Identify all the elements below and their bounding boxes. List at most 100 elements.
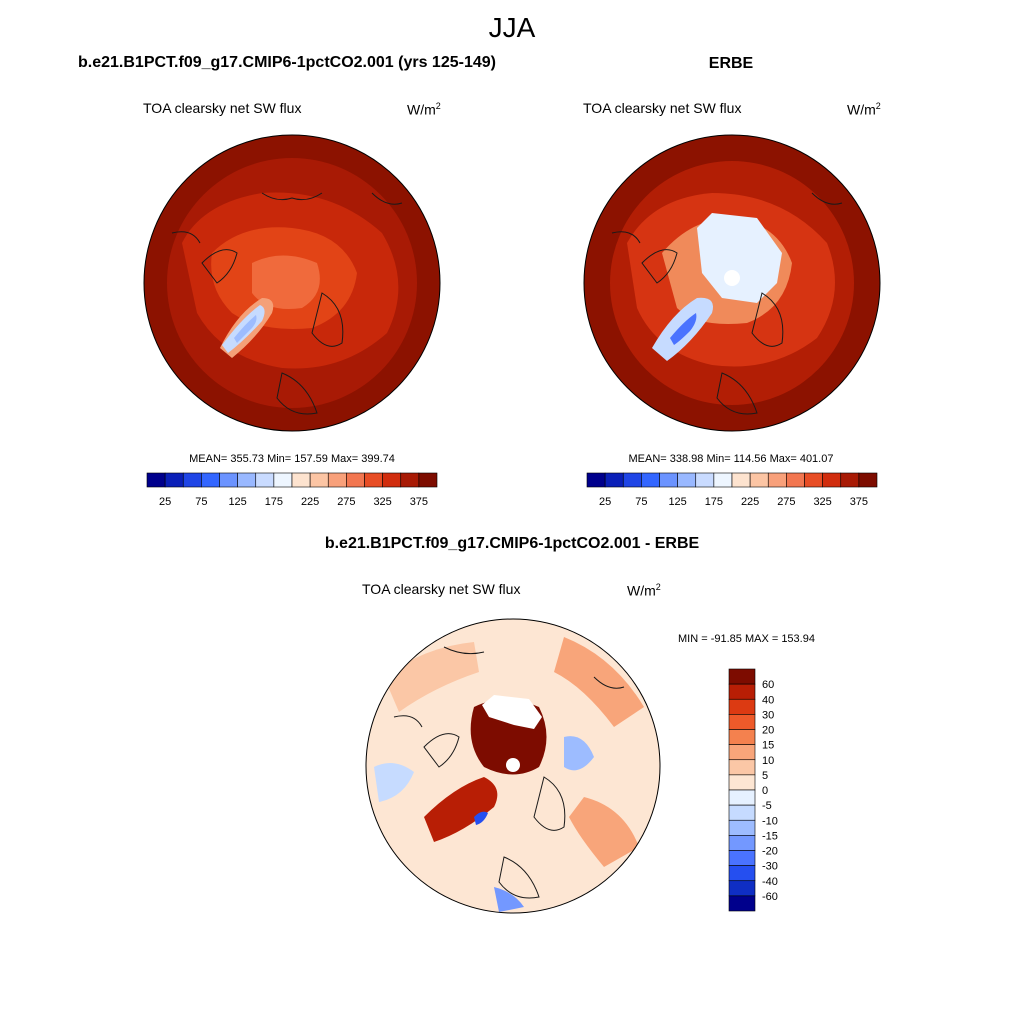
colorbar-box — [346, 472, 365, 488]
colorbar-box — [677, 472, 697, 488]
colorbar-box — [382, 472, 402, 488]
colorbar-tick-label: 10 — [762, 755, 774, 767]
colorbar-box — [749, 472, 769, 488]
colorbar-box — [728, 835, 756, 851]
colorbar-box — [364, 472, 383, 488]
colorbar-box — [728, 880, 756, 897]
obs-stats: MEAN= 338.98 Min= 114.56 Max= 401.07 — [628, 453, 834, 465]
colorbar-box — [400, 472, 420, 488]
colorbar-box — [659, 472, 678, 488]
colorbar-box — [713, 472, 733, 488]
colorbar-box — [255, 472, 275, 488]
colorbar-tick-label: 225 — [301, 496, 319, 508]
obs-colorbar-labels: 25 75 125 175 225 275 325 375 — [599, 496, 868, 508]
model-colorbar-boxes — [146, 472, 438, 488]
colorbar-box — [728, 683, 756, 700]
colorbar-tick-label: 275 — [777, 496, 795, 508]
colorbar-tick-label: 75 — [635, 496, 647, 508]
colorbar-tick-label: 20 — [762, 725, 774, 737]
colorbar-tick-label: -5 — [762, 800, 772, 812]
colorbar-tick-label: 75 — [195, 496, 207, 508]
colorbar-box — [728, 698, 756, 715]
colorbar-box — [182, 472, 202, 488]
colorbar-box — [728, 744, 756, 761]
colorbar-tick-label: 60 — [762, 679, 774, 691]
colorbar-tick-label: -30 — [762, 861, 778, 873]
colorbar-box — [418, 472, 438, 488]
obs-colorbar: 25 75 125 175 225 275 325 375 — [586, 472, 878, 508]
diff-units: W/m2 — [627, 582, 661, 599]
colorbar-box — [327, 472, 347, 488]
colorbar-tick-label: 325 — [373, 496, 391, 508]
colorbar-box — [219, 472, 238, 488]
colorbar-tick-label: -40 — [762, 876, 778, 888]
colorbar-box — [309, 472, 329, 488]
colorbar-box — [728, 714, 756, 730]
colorbar-tick-label: 15 — [762, 740, 774, 752]
colorbar-box — [695, 472, 715, 488]
colorbar-box — [786, 472, 805, 488]
model-stats: MEAN= 355.73 Min= 157.59 Max= 399.74 — [189, 453, 395, 465]
colorbar-tick-label: -60 — [762, 891, 778, 903]
colorbar-tick-label: 40 — [762, 694, 774, 706]
colorbar-tick-label: 325 — [813, 496, 831, 508]
colorbar-tick-label: -10 — [762, 815, 778, 827]
colorbar-box — [728, 895, 756, 912]
colorbar-tick-label: 25 — [159, 496, 171, 508]
diff-variable-label: TOA clearsky net SW flux — [362, 581, 521, 597]
obs-units: W/m2 — [847, 101, 881, 118]
colorbar-tick-label: 125 — [668, 496, 686, 508]
model-variable-label: TOA clearsky net SW flux — [143, 100, 302, 116]
colorbar-tick-label: 125 — [228, 496, 246, 508]
colorbar-tick-label: 225 — [741, 496, 759, 508]
colorbar-box — [728, 850, 756, 866]
obs-panel-title: ERBE — [708, 55, 754, 72]
colorbar-box — [641, 472, 660, 488]
obs-polar-map — [583, 134, 881, 432]
colorbar-box — [728, 804, 756, 821]
colorbar-box — [728, 789, 756, 806]
colorbar-box — [822, 472, 842, 488]
colorbar-box — [728, 774, 756, 791]
model-polar-map — [143, 134, 441, 432]
obs-colorbar-boxes — [586, 472, 878, 488]
figure-title: JJA — [488, 12, 536, 43]
model-panel-title: b.e21.B1PCT.f09_g17.CMIP6-1pctCO2.001 (y… — [78, 54, 496, 71]
colorbar-tick-label: 375 — [850, 496, 868, 508]
colorbar-tick-label: 175 — [265, 496, 283, 508]
colorbar-box — [858, 472, 878, 488]
diff-polar-map — [365, 618, 661, 914]
diff-colorbar-boxes — [728, 668, 756, 912]
colorbar-box — [728, 729, 756, 745]
colorbar-box — [804, 472, 823, 488]
colorbar-box — [728, 819, 756, 836]
diff-panel-title: b.e21.B1PCT.f09_g17.CMIP6-1pctCO2.001 - … — [324, 535, 700, 552]
colorbar-box — [622, 472, 642, 488]
obs-variable-label: TOA clearsky net SW flux — [583, 100, 742, 116]
colorbar-box — [731, 472, 751, 488]
colorbar-box — [146, 472, 166, 488]
colorbar-box — [728, 668, 756, 685]
colorbar-box — [604, 472, 624, 488]
colorbar-box — [840, 472, 860, 488]
colorbar-tick-label: 275 — [337, 496, 355, 508]
diff-colorbar: 60 40 30 20 15 10 5 0 -5 -10 -15 -20 -30 -40 -60 — [728, 668, 778, 912]
colorbar-box — [237, 472, 257, 488]
model-colorbar-labels: 25 75 125 175 225 275 325 375 — [159, 496, 428, 508]
colorbar-box — [728, 865, 756, 882]
colorbar-box — [728, 759, 756, 776]
colorbar-tick-label: 0 — [762, 785, 768, 797]
colorbar-tick-label: -15 — [762, 830, 778, 842]
colorbar-tick-label: 5 — [762, 770, 768, 782]
diff-colorbar-labels: 60 40 30 20 15 10 5 0 -5 -10 -15 -20 -30 -40 -60 — [762, 679, 778, 903]
diff-stats: MIN = -91.85 MAX = 153.94 — [678, 633, 815, 645]
colorbar-tick-label: 175 — [705, 496, 723, 508]
colorbar-box — [164, 472, 184, 488]
colorbar-box — [273, 472, 293, 488]
model-units: W/m2 — [407, 101, 441, 118]
model-colorbar: 25 75 125 175 225 275 325 375 — [146, 472, 438, 508]
colorbar-tick-label: 30 — [762, 709, 774, 721]
colorbar-box — [291, 472, 311, 488]
colorbar-box — [586, 472, 606, 488]
colorbar-tick-label: 375 — [410, 496, 428, 508]
